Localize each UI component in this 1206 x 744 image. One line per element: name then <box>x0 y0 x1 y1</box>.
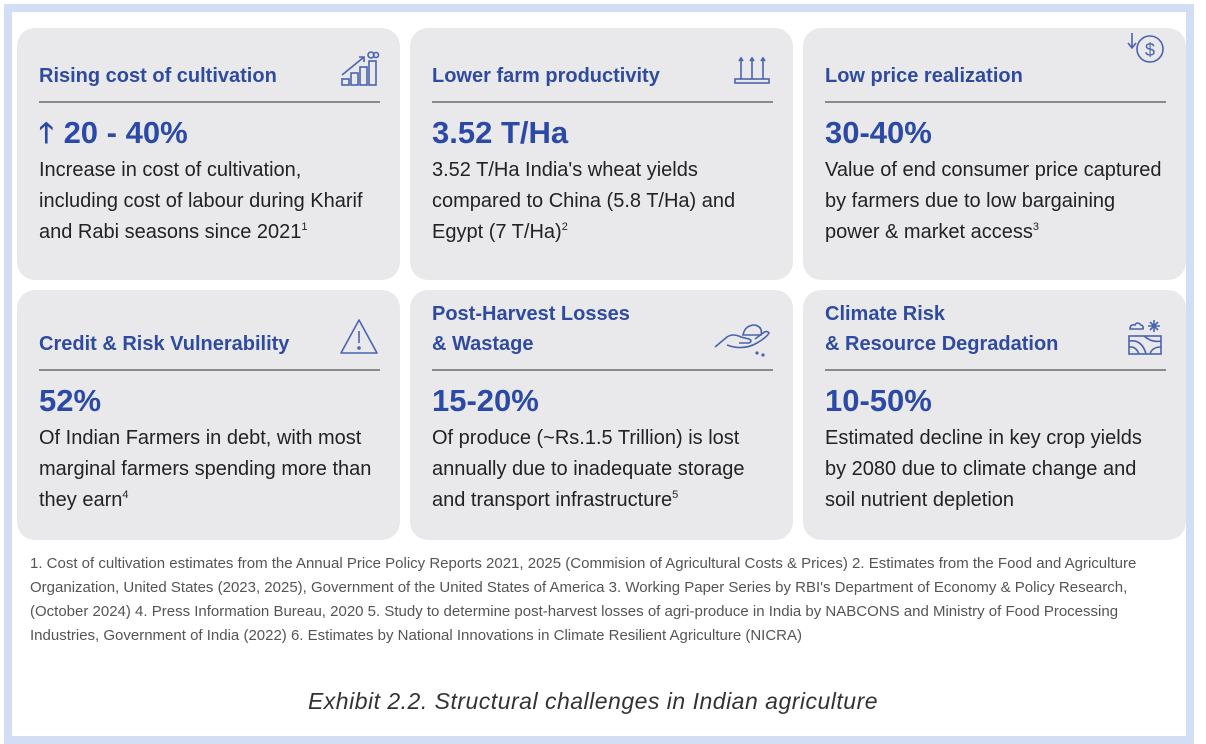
warning-icon <box>338 317 380 357</box>
card-rising-cost: Rising cost of cultivation 🡑 20 - 40% Inc… <box>17 28 400 280</box>
footnote-ref: 4 <box>122 489 129 501</box>
footnote-ref: 1 <box>301 221 308 233</box>
card-header: Low price realization $ <box>825 28 1166 103</box>
card-farm-productivity: Lower farm productivity 3.52 T/Ha 3.52 T… <box>410 28 793 280</box>
title-line: Climate Risk <box>825 303 946 325</box>
footnote-ref: 3 <box>1032 221 1039 233</box>
card-header: Rising cost of cultivation <box>39 28 380 103</box>
card-description: Increase in cost of cultivation, includi… <box>39 155 380 248</box>
title-line: & Resource Degradation <box>825 333 1059 355</box>
card-header: Lower farm productivity <box>432 28 773 103</box>
card-title: Lower farm productivity <box>432 65 660 87</box>
card-post-harvest: Post-Harvest Losses & Wastage 15-20% Of p… <box>410 290 793 540</box>
card-title: Low price realization <box>825 65 1023 87</box>
footnote-ref: 2 <box>561 221 568 233</box>
exhibit-caption: Exhibit 2.2. Structural challenges in In… <box>307 688 879 714</box>
crop-tray-icon <box>731 49 773 89</box>
card-climate-risk: Climate Risk & Resource Degradation 10-50… <box>803 290 1186 540</box>
card-value: 10-50% <box>825 383 932 418</box>
description-text: Of produce (~Rs.1.5 Trillion) is lost an… <box>432 427 745 511</box>
description-text: Increase in cost of cultivation, includi… <box>39 159 363 243</box>
card-header: Climate Risk & Resource Degradation <box>825 290 1166 371</box>
card-value: 15-20% <box>432 383 539 418</box>
card-header: Post-Harvest Losses & Wastage <box>432 290 773 371</box>
description-text: 3.52 T/Ha India's wheat yields compared … <box>432 159 736 243</box>
card-description: 3.52 T/Ha India's wheat yields compared … <box>432 155 773 248</box>
card-description: Of produce (~Rs.1.5 Trillion) is lost an… <box>432 423 773 516</box>
description-text: Estimated decline in key crop yields by … <box>825 427 1142 511</box>
card-title: Credit & Risk Vulnerability <box>39 333 290 355</box>
card-title: Climate Risk & Resource Degradation <box>825 299 1058 359</box>
svg-text:$: $ <box>1145 40 1155 60</box>
title-line: & Wastage <box>432 333 534 355</box>
description-text: Value of end consumer price captured by … <box>825 159 1162 243</box>
footnote-ref: 5 <box>672 489 679 501</box>
climate-field-icon <box>1124 317 1166 357</box>
footnotes: 1. Cost of cultivation estimates from th… <box>30 555 1137 644</box>
card-value: 30-40% <box>825 115 932 150</box>
card-header: Credit & Risk Vulnerability <box>39 290 380 371</box>
hand-grain-icon <box>713 317 773 357</box>
card-title: Post-Harvest Losses & Wastage <box>432 299 630 359</box>
card-title: Rising cost of cultivation <box>39 65 277 87</box>
card-value: 3.52 T/Ha <box>432 115 569 150</box>
card-price-realization: Low price realization $ 30-40% Value of … <box>803 28 1186 280</box>
card-credit-risk: Credit & Risk Vulnerability 52% Of India… <box>17 290 400 540</box>
card-description: Of Indian Farmers in debt, with most mar… <box>39 423 380 516</box>
description-text: Of Indian Farmers in debt, with most mar… <box>39 427 372 511</box>
dollar-down-icon: $ <box>1124 29 1166 69</box>
title-line: Post-Harvest Losses <box>432 303 630 325</box>
up-arrow-icon: 🡑 <box>39 117 54 148</box>
card-description: Value of end consumer price captured by … <box>825 155 1166 248</box>
rising-bar-chart-icon <box>338 49 380 89</box>
card-value: 🡑 20 - 40% <box>39 113 380 153</box>
card-value: 52% <box>39 383 102 418</box>
value-text: 20 - 40% <box>63 115 188 150</box>
card-description: Estimated decline in key crop yields by … <box>825 423 1166 516</box>
